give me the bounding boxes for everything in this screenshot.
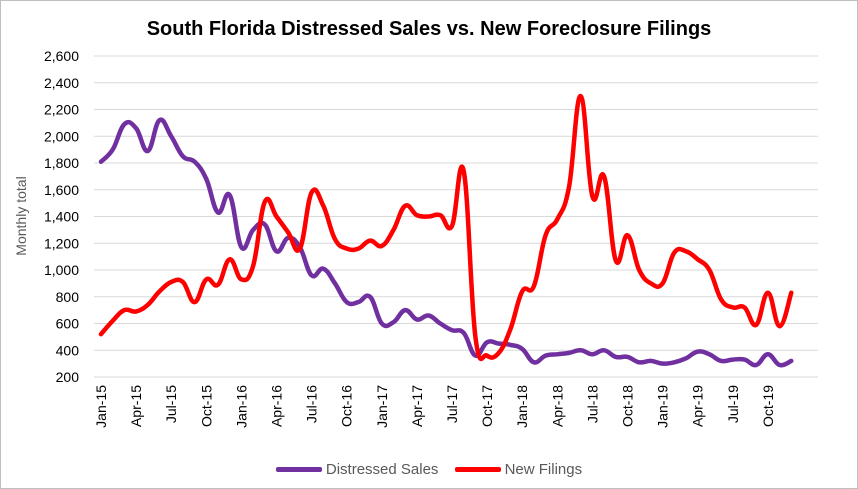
series-line-new-filings	[98, 93, 794, 362]
x-tick-label: Jan-16	[233, 385, 249, 428]
x-tick-label: Oct-17	[479, 385, 495, 427]
y-tick-label: 800	[56, 289, 80, 305]
x-tick-label: Jan-15	[93, 385, 109, 428]
y-axis-title: Monthly total	[13, 176, 29, 255]
x-tick-label: Apr-18	[549, 385, 565, 427]
y-tick-label: 2,600	[44, 48, 79, 64]
legend-item-distressed-sales: Distressed Sales	[275, 461, 439, 478]
y-tick-label: 2,200	[44, 102, 79, 118]
series-line-distressed-sales	[98, 117, 794, 368]
series-lines	[98, 93, 794, 368]
x-tick-label: Apr-15	[128, 385, 144, 427]
x-tick-label: Jul-15	[163, 385, 179, 423]
x-tick-label: Oct-19	[760, 385, 776, 427]
x-tick-label: Jul-16	[304, 385, 320, 423]
y-axis-ticks: 200 400 600 800 1,000 1,200 1,400 1,600 1,800 2,0…	[44, 48, 79, 385]
y-tick-label: 2,400	[44, 75, 79, 91]
chart-title: South Florida Distressed Sales vs. New F…	[146, 18, 712, 40]
x-tick-label: Jul-18	[584, 385, 600, 423]
y-tick-label: 600	[56, 316, 80, 332]
legend-label-new-filings: New Filings	[504, 461, 583, 478]
legend-item-new-filings: New Filings	[454, 461, 583, 478]
y-tick-label: 1,200	[44, 235, 79, 251]
x-tick-label: Apr-16	[269, 385, 285, 427]
y-tick-label: 200	[56, 369, 80, 385]
y-tick-label: 2,000	[44, 128, 79, 144]
y-tick-label: 400	[56, 342, 80, 358]
y-tick-label: 1,600	[44, 182, 79, 198]
x-tick-label: Jan-18	[514, 385, 530, 428]
legend-swatch-new-filings	[454, 467, 501, 472]
legend-label-distressed-sales: Distressed Sales	[325, 461, 439, 478]
x-tick-label: Apr-19	[690, 385, 706, 427]
x-tick-label: Oct-16	[339, 385, 355, 427]
x-tick-label: Jan-19	[655, 385, 671, 428]
y-tick-label: 1,000	[44, 262, 79, 278]
x-tick-label: Jul-19	[725, 385, 741, 423]
x-tick-label: Oct-15	[198, 385, 214, 427]
x-tick-label: Oct-18	[620, 385, 636, 427]
legend: Distressed Sales New Filings	[0, 459, 858, 478]
x-tick-label: Jan-17	[374, 385, 390, 428]
x-tick-label: Jul-17	[444, 385, 460, 423]
x-axis-ticks: Jan-15 Apr-15 Jul-15 Oct-15 Jan-16 Apr-16 Jul-…	[93, 385, 776, 428]
y-tick-label: 1,800	[44, 155, 79, 171]
x-tick-label: Apr-17	[409, 385, 425, 427]
y-tick-label: 1,400	[44, 209, 79, 225]
legend-swatch-distressed-sales	[275, 467, 322, 472]
